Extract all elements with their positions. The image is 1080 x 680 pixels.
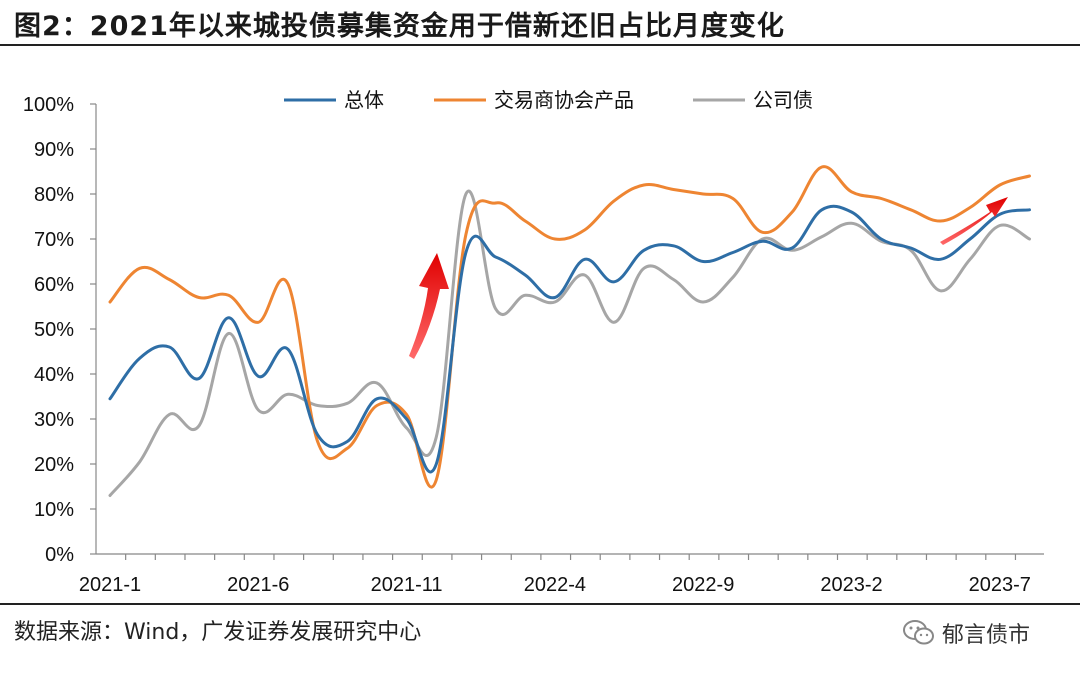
y-tick-label: 40% [34, 364, 74, 386]
x-tick-label: 2021-1 [79, 574, 141, 596]
series-line-2 [108, 189, 1031, 497]
x-tick-label: 2021-11 [371, 574, 443, 596]
y-tick-label: 80% [34, 184, 74, 206]
y-tick-label: 90% [34, 139, 74, 161]
x-tick-label: 2022-9 [672, 574, 734, 596]
chart-title: 图2：2021年以来城投债募集资金用于借新还旧占比月度变化 [14, 11, 785, 42]
y-tick-label: 50% [34, 319, 74, 341]
watermark-text: 郁言债市 [942, 623, 1031, 648]
red-arrow-2021-12 [409, 253, 449, 359]
watermark: 郁言债市 [902, 618, 1030, 648]
y-tick-label: 70% [34, 229, 74, 251]
y-tick-label: 30% [34, 409, 74, 431]
y-tick-label: 10% [34, 499, 74, 521]
legend-label-1: 交易商协会产品 [494, 88, 634, 112]
line-chart: 0% 10% 20% 30% 40% 50% 60% 70% 80% 90% 100% 2021-1 2… [23, 88, 1044, 596]
wechat-icon [903, 620, 934, 645]
source-note: 数据来源：Wind，广发证券发展研究中心 [14, 620, 422, 645]
x-tick-label: 2023-2 [820, 574, 882, 596]
footer-rule [0, 603, 1080, 605]
title-rule [0, 44, 1080, 46]
y-tick-label: 60% [34, 274, 74, 296]
legend-label-2: 公司债 [753, 88, 813, 112]
y-tick-label: 100% [23, 94, 74, 116]
legend-label-0: 总体 [344, 88, 384, 112]
x-tick-label: 2021-6 [227, 574, 289, 596]
red-arrow-2023-5 [940, 197, 1008, 245]
y-tick-label: 0% [45, 544, 74, 566]
series-line-0 [108, 204, 1031, 474]
x-tick-label: 2023-7 [969, 574, 1031, 596]
series-line-1 [108, 165, 1031, 489]
y-tick-label: 20% [34, 454, 74, 476]
x-tick-label: 2022-4 [524, 574, 586, 596]
